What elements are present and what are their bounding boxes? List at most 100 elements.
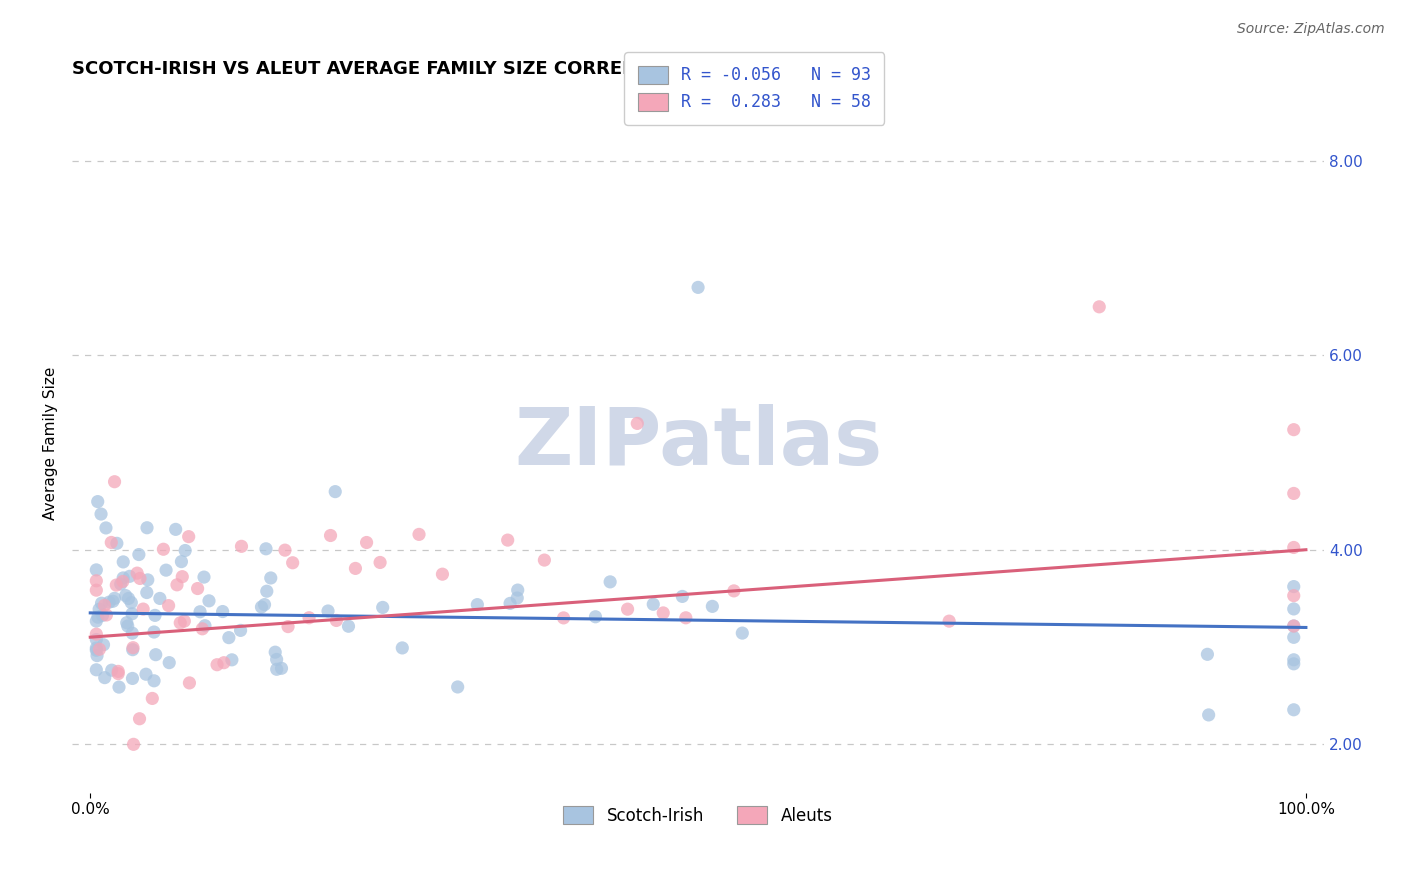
Point xyxy=(702,599,724,614)
Point xyxy=(143,608,166,623)
Point xyxy=(191,622,214,636)
Point xyxy=(270,661,292,675)
Point xyxy=(87,610,110,624)
Point xyxy=(1282,630,1305,644)
Point xyxy=(90,596,112,610)
Point xyxy=(101,594,124,608)
Point xyxy=(177,530,200,544)
Point xyxy=(112,571,135,585)
Point xyxy=(337,619,360,633)
Point xyxy=(121,672,143,686)
Point xyxy=(316,604,339,618)
Point xyxy=(112,555,135,569)
Point xyxy=(114,589,136,603)
Point xyxy=(1197,648,1219,662)
Point xyxy=(93,599,115,613)
Point xyxy=(135,667,157,681)
Point xyxy=(89,642,111,657)
Point xyxy=(1282,619,1305,633)
Point xyxy=(1088,300,1111,314)
Point xyxy=(115,615,138,630)
Point xyxy=(86,648,108,663)
Point xyxy=(86,641,108,656)
Point xyxy=(107,665,129,679)
Point xyxy=(616,602,638,616)
Point xyxy=(198,594,221,608)
Point xyxy=(211,605,233,619)
Point xyxy=(86,663,108,677)
Point xyxy=(100,663,122,677)
Point xyxy=(277,619,299,633)
Point xyxy=(671,590,693,604)
Point xyxy=(499,596,522,610)
Point xyxy=(553,611,575,625)
Point xyxy=(266,652,288,666)
Point xyxy=(170,555,193,569)
Point xyxy=(626,417,648,431)
Point xyxy=(105,578,128,592)
Text: Source: ZipAtlas.com: Source: ZipAtlas.com xyxy=(1237,22,1385,37)
Point xyxy=(157,599,180,613)
Point xyxy=(127,566,149,581)
Point xyxy=(408,527,430,541)
Point xyxy=(274,543,297,558)
Point xyxy=(143,673,166,688)
Point xyxy=(254,541,277,556)
Point xyxy=(117,591,139,606)
Point xyxy=(117,619,139,633)
Point xyxy=(264,645,287,659)
Y-axis label: Average Family Size: Average Family Size xyxy=(44,366,58,519)
Point xyxy=(86,632,108,647)
Point xyxy=(152,542,174,557)
Point xyxy=(599,574,621,589)
Point xyxy=(1282,703,1305,717)
Point xyxy=(121,642,143,657)
Point xyxy=(218,631,240,645)
Text: SCOTCH-IRISH VS ALEUT AVERAGE FAMILY SIZE CORRELATION CHART: SCOTCH-IRISH VS ALEUT AVERAGE FAMILY SIZ… xyxy=(72,60,769,78)
Point xyxy=(281,556,304,570)
Point xyxy=(120,596,142,610)
Point xyxy=(212,656,235,670)
Point xyxy=(194,618,217,632)
Point xyxy=(231,539,253,553)
Point xyxy=(938,614,960,628)
Point xyxy=(86,627,108,641)
Point xyxy=(533,553,555,567)
Point xyxy=(128,712,150,726)
Point xyxy=(731,626,754,640)
Point xyxy=(122,640,145,655)
Point xyxy=(371,600,394,615)
Point xyxy=(205,657,228,672)
Point xyxy=(266,662,288,676)
Point xyxy=(96,607,118,622)
Point xyxy=(391,640,413,655)
Point xyxy=(506,591,529,605)
Point xyxy=(86,643,108,657)
Point xyxy=(1282,580,1305,594)
Point xyxy=(1282,619,1305,633)
Point xyxy=(467,598,489,612)
Point xyxy=(1282,653,1305,667)
Point xyxy=(136,573,159,587)
Point xyxy=(193,570,215,584)
Point xyxy=(260,571,283,585)
Point xyxy=(298,611,321,625)
Point xyxy=(1282,602,1305,616)
Point xyxy=(1282,589,1305,603)
Point xyxy=(250,599,273,614)
Point xyxy=(652,606,675,620)
Point xyxy=(368,556,391,570)
Point xyxy=(129,571,152,585)
Point xyxy=(157,656,180,670)
Point xyxy=(89,602,111,616)
Point xyxy=(100,535,122,549)
Point xyxy=(136,521,159,535)
Legend: Scotch-Irish, Aleuts: Scotch-Irish, Aleuts xyxy=(555,798,841,833)
Point xyxy=(1282,541,1305,555)
Point xyxy=(356,535,378,549)
Point xyxy=(105,536,128,550)
Point xyxy=(723,583,745,598)
Point xyxy=(149,591,172,606)
Point xyxy=(103,475,125,489)
Point xyxy=(98,595,121,609)
